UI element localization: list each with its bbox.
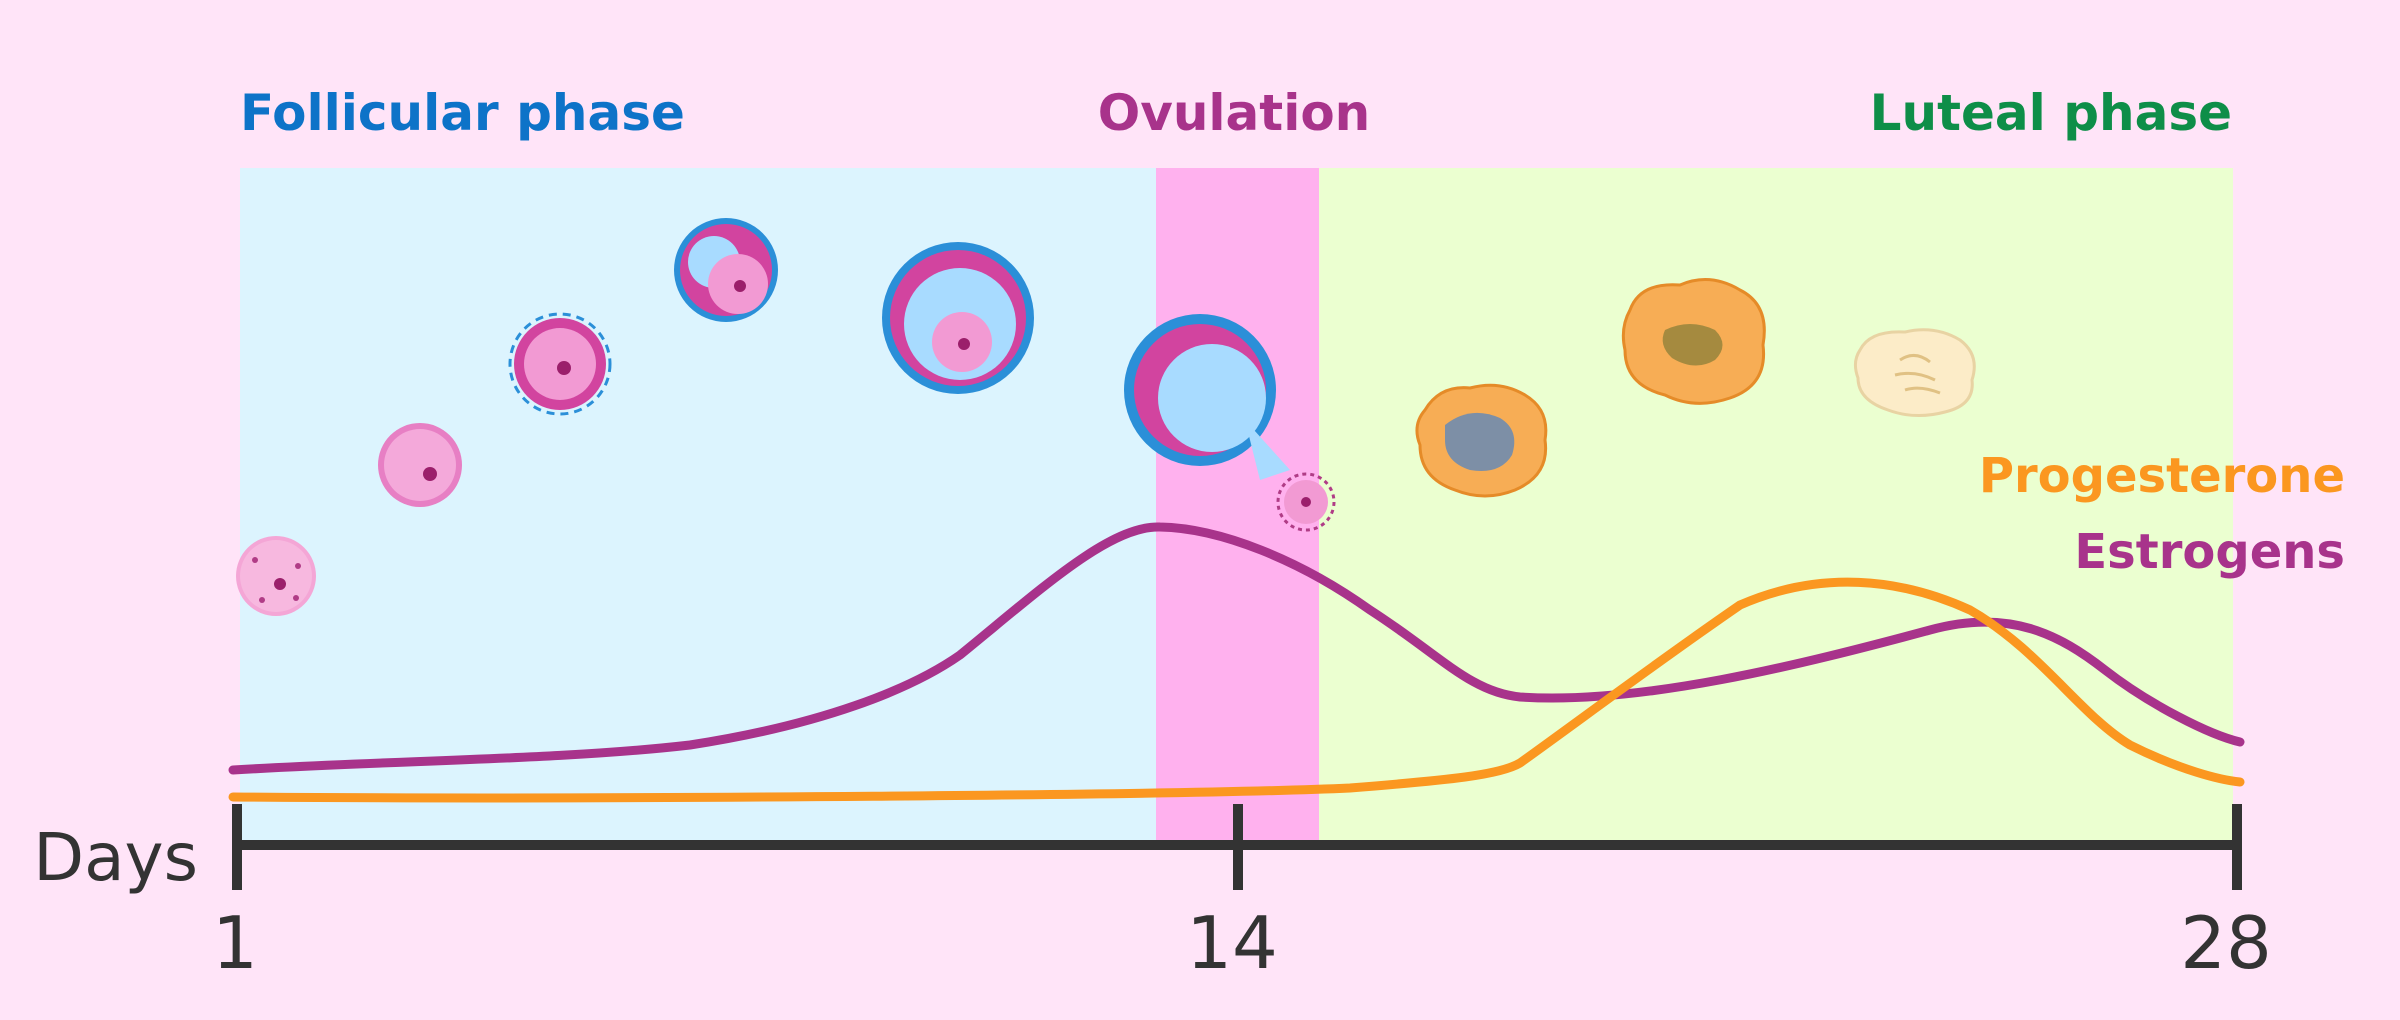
- axis-tick-label-day-14: 14: [1186, 901, 1278, 985]
- estrogens-legend-label: Estrogens: [2074, 524, 2345, 580]
- early-antral-follicle-icon: [674, 218, 778, 322]
- days-axis-label: Days: [33, 819, 198, 896]
- axis-tick-label-day-28: 28: [2180, 901, 2272, 985]
- primordial-follicle-icon: [236, 536, 316, 616]
- graafian-follicle-icon: [882, 242, 1034, 394]
- released-oocyte-icon: [1276, 472, 1336, 532]
- corpus-luteum-early-icon: [1415, 383, 1548, 498]
- secondary-follicle-icon: [508, 312, 612, 416]
- follicular-phase-title: Follicular phase: [240, 84, 685, 142]
- primary-follicle-icon: [378, 423, 462, 507]
- progesterone-legend-label: Progesterone: [1979, 448, 2345, 504]
- axis-tick-label-day-1: 1: [212, 901, 258, 985]
- ovulating-follicle-icon: [1124, 314, 1290, 480]
- luteal-band: [1319, 168, 2233, 843]
- ovulation-title: Ovulation: [1098, 84, 1371, 142]
- estrogens-curve: [228, 522, 2245, 775]
- progesterone-curve: [228, 577, 2245, 803]
- corpus-albicans-icon: [1853, 328, 1976, 417]
- luteal-phase-title: Luteal phase: [1870, 84, 2232, 142]
- corpus-luteum-mature-icon: [1621, 278, 1766, 405]
